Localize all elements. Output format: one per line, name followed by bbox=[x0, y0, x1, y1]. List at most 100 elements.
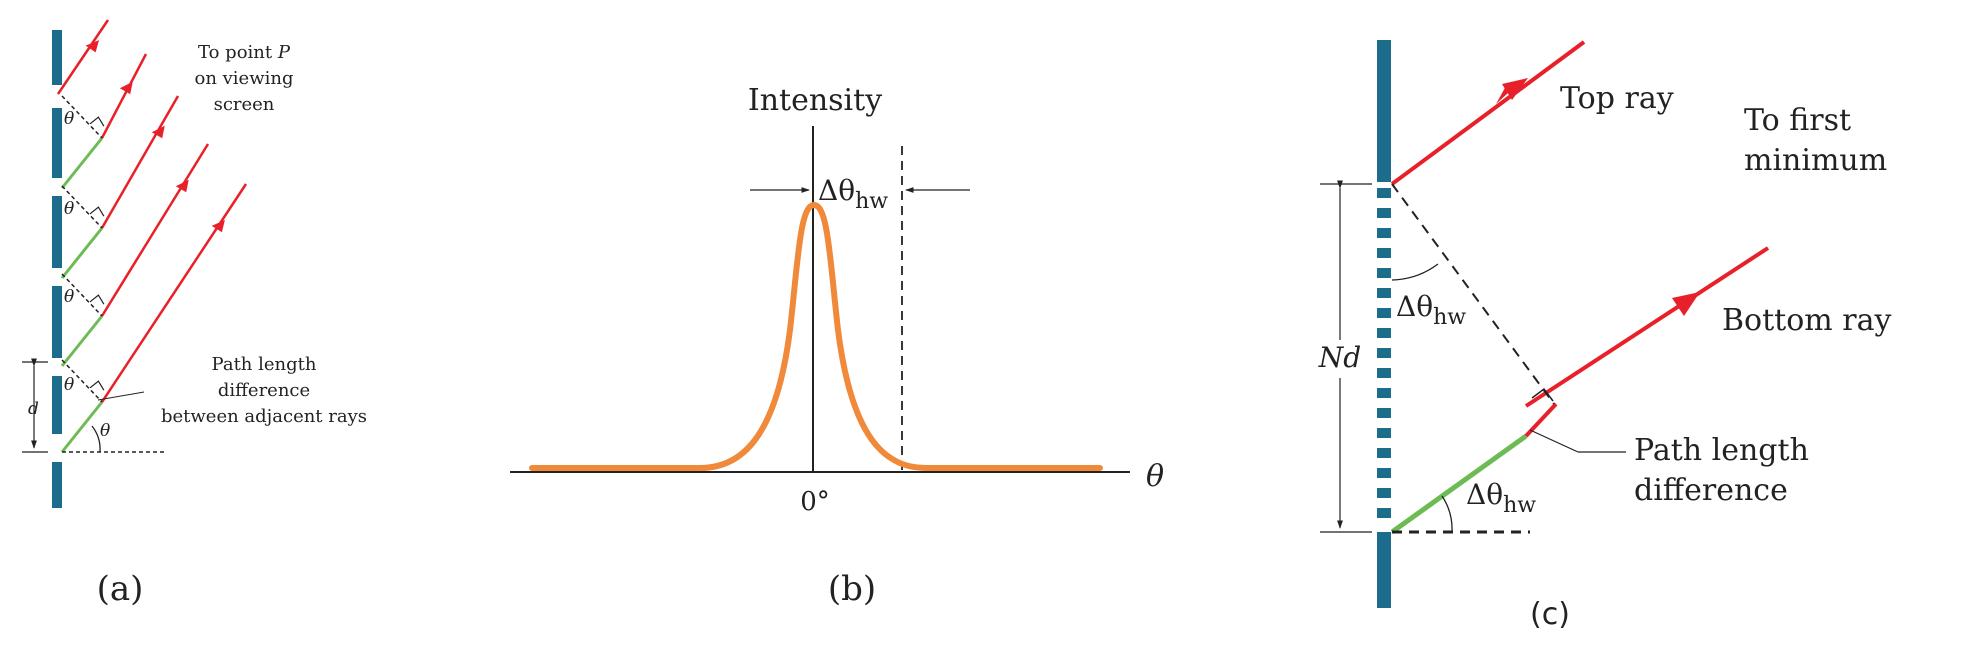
grating-c-dashed bbox=[1377, 188, 1391, 518]
halfwidth-label: Δθhw bbox=[818, 174, 888, 214]
panel-a-caption: (a) bbox=[97, 569, 144, 609]
rays-a bbox=[56, 19, 248, 403]
grating-a bbox=[52, 30, 62, 508]
panel-a: θ θ θ θ θ d To point P on viewing screen… bbox=[22, 19, 367, 609]
grating-slit bbox=[1377, 228, 1391, 238]
grating-slit bbox=[1377, 208, 1391, 218]
grating-slit bbox=[1377, 408, 1391, 418]
arrowhead bbox=[119, 81, 133, 95]
grating-slit bbox=[1377, 288, 1391, 298]
theta-label: θ bbox=[64, 287, 74, 307]
theta-label: θ bbox=[64, 375, 74, 395]
path-label-line3: between adjacent rays bbox=[161, 406, 367, 427]
grating-slat bbox=[52, 30, 62, 85]
ray-arrowheads-a bbox=[85, 40, 225, 233]
grating-slit bbox=[1377, 428, 1391, 438]
arrowhead bbox=[85, 40, 100, 53]
top-ray-label: Top ray bbox=[1560, 81, 1674, 116]
grating-slit bbox=[1377, 448, 1391, 458]
arrowhead bbox=[211, 219, 225, 233]
grating-c-bottom bbox=[1377, 532, 1391, 608]
panel-b: Intensity θ 0° Δθhw (b) bbox=[510, 83, 1164, 609]
arrowhead bbox=[175, 179, 189, 193]
ray bbox=[100, 143, 210, 317]
theta-label: θ bbox=[64, 199, 74, 219]
first-minimum-label-line2: minimum bbox=[1744, 143, 1887, 178]
theta-label: θ bbox=[64, 109, 74, 129]
leader-line bbox=[97, 391, 145, 401]
right-angle-mark bbox=[89, 380, 105, 391]
ray bbox=[56, 19, 110, 95]
right-angle-mark bbox=[89, 294, 105, 305]
top-ray-arrowhead-fill bbox=[1502, 78, 1528, 100]
grating-slat bbox=[52, 286, 62, 358]
to-point-label-line2: on viewing bbox=[194, 68, 293, 89]
dash-line bbox=[61, 359, 103, 403]
panel-c-caption: (c) bbox=[1530, 597, 1570, 632]
bottom-angle-label: Δθhw bbox=[1466, 478, 1536, 518]
path-segment bbox=[60, 227, 104, 279]
intensity-curve bbox=[529, 201, 1103, 471]
path-segment bbox=[60, 315, 104, 367]
path-segment bbox=[60, 401, 104, 453]
grating-slat bbox=[52, 462, 62, 508]
grating-slit bbox=[1377, 468, 1391, 478]
right-angle-mark bbox=[89, 206, 105, 217]
top-ray bbox=[1390, 40, 1586, 186]
top-angle-label: Δθhw bbox=[1396, 290, 1466, 330]
ray bbox=[100, 53, 148, 139]
grating-slat bbox=[52, 108, 62, 178]
dash-line bbox=[61, 95, 103, 139]
right-angle-mark bbox=[1531, 387, 1554, 402]
grating-slat bbox=[52, 196, 62, 268]
x-axis-label: θ bbox=[1146, 459, 1164, 494]
ray bbox=[100, 183, 248, 403]
theta-arc bbox=[91, 425, 101, 453]
nd-dimension bbox=[1320, 180, 1372, 533]
path-difference-segment bbox=[1390, 433, 1528, 535]
bottom-ray-label: Bottom ray bbox=[1722, 303, 1891, 338]
grating-c-top bbox=[1377, 40, 1391, 182]
grating-slit bbox=[1377, 508, 1391, 518]
right-angle-mark bbox=[89, 116, 105, 127]
y-axis-label: Intensity bbox=[748, 83, 882, 118]
grating-slit bbox=[1377, 348, 1391, 358]
bottom-ray bbox=[1524, 246, 1770, 408]
path-label-line1: Path length bbox=[212, 354, 317, 375]
grating-slit bbox=[1377, 308, 1391, 318]
dash-line bbox=[61, 273, 103, 317]
panel-b-caption: (b) bbox=[828, 569, 876, 609]
arrowhead bbox=[151, 125, 165, 139]
grating-slit bbox=[1377, 328, 1391, 338]
bottom-angle-arc bbox=[1441, 495, 1453, 533]
first-minimum-label-line1: To first bbox=[1744, 103, 1851, 138]
grating-slit bbox=[1377, 368, 1391, 378]
d-dimension bbox=[22, 358, 48, 453]
path-label-line1: Path length bbox=[1634, 433, 1809, 468]
path-difference-segments bbox=[60, 137, 104, 453]
leader-line bbox=[1529, 429, 1579, 453]
grating-slit bbox=[1377, 488, 1391, 498]
path-label-line2: difference bbox=[1634, 473, 1788, 508]
right-angle-marks-a bbox=[89, 116, 105, 391]
ray bbox=[100, 95, 180, 229]
grating-slit bbox=[1377, 248, 1391, 258]
path-label-line2: difference bbox=[218, 380, 310, 401]
to-point-label-line1: To point P bbox=[198, 42, 291, 63]
grating-slat bbox=[52, 376, 62, 434]
nd-label: Nd bbox=[1318, 341, 1361, 374]
panel-c: Nd Top ray To first minimum Bottom ray Δ… bbox=[1318, 40, 1891, 632]
origin-label: 0° bbox=[800, 487, 830, 517]
top-angle-arc bbox=[1391, 263, 1439, 281]
grating-slit bbox=[1377, 268, 1391, 278]
bottom-ray-start bbox=[1524, 402, 1558, 438]
perpendicular-dashes-a bbox=[61, 95, 165, 453]
dash-line bbox=[61, 185, 103, 229]
grating-slit bbox=[1377, 388, 1391, 398]
bottom-ray-arrowhead bbox=[1672, 292, 1700, 316]
grating-slit bbox=[1377, 188, 1391, 198]
d-label: d bbox=[28, 399, 39, 419]
to-point-label-line3: screen bbox=[214, 94, 275, 115]
theta-label: θ bbox=[100, 421, 110, 441]
